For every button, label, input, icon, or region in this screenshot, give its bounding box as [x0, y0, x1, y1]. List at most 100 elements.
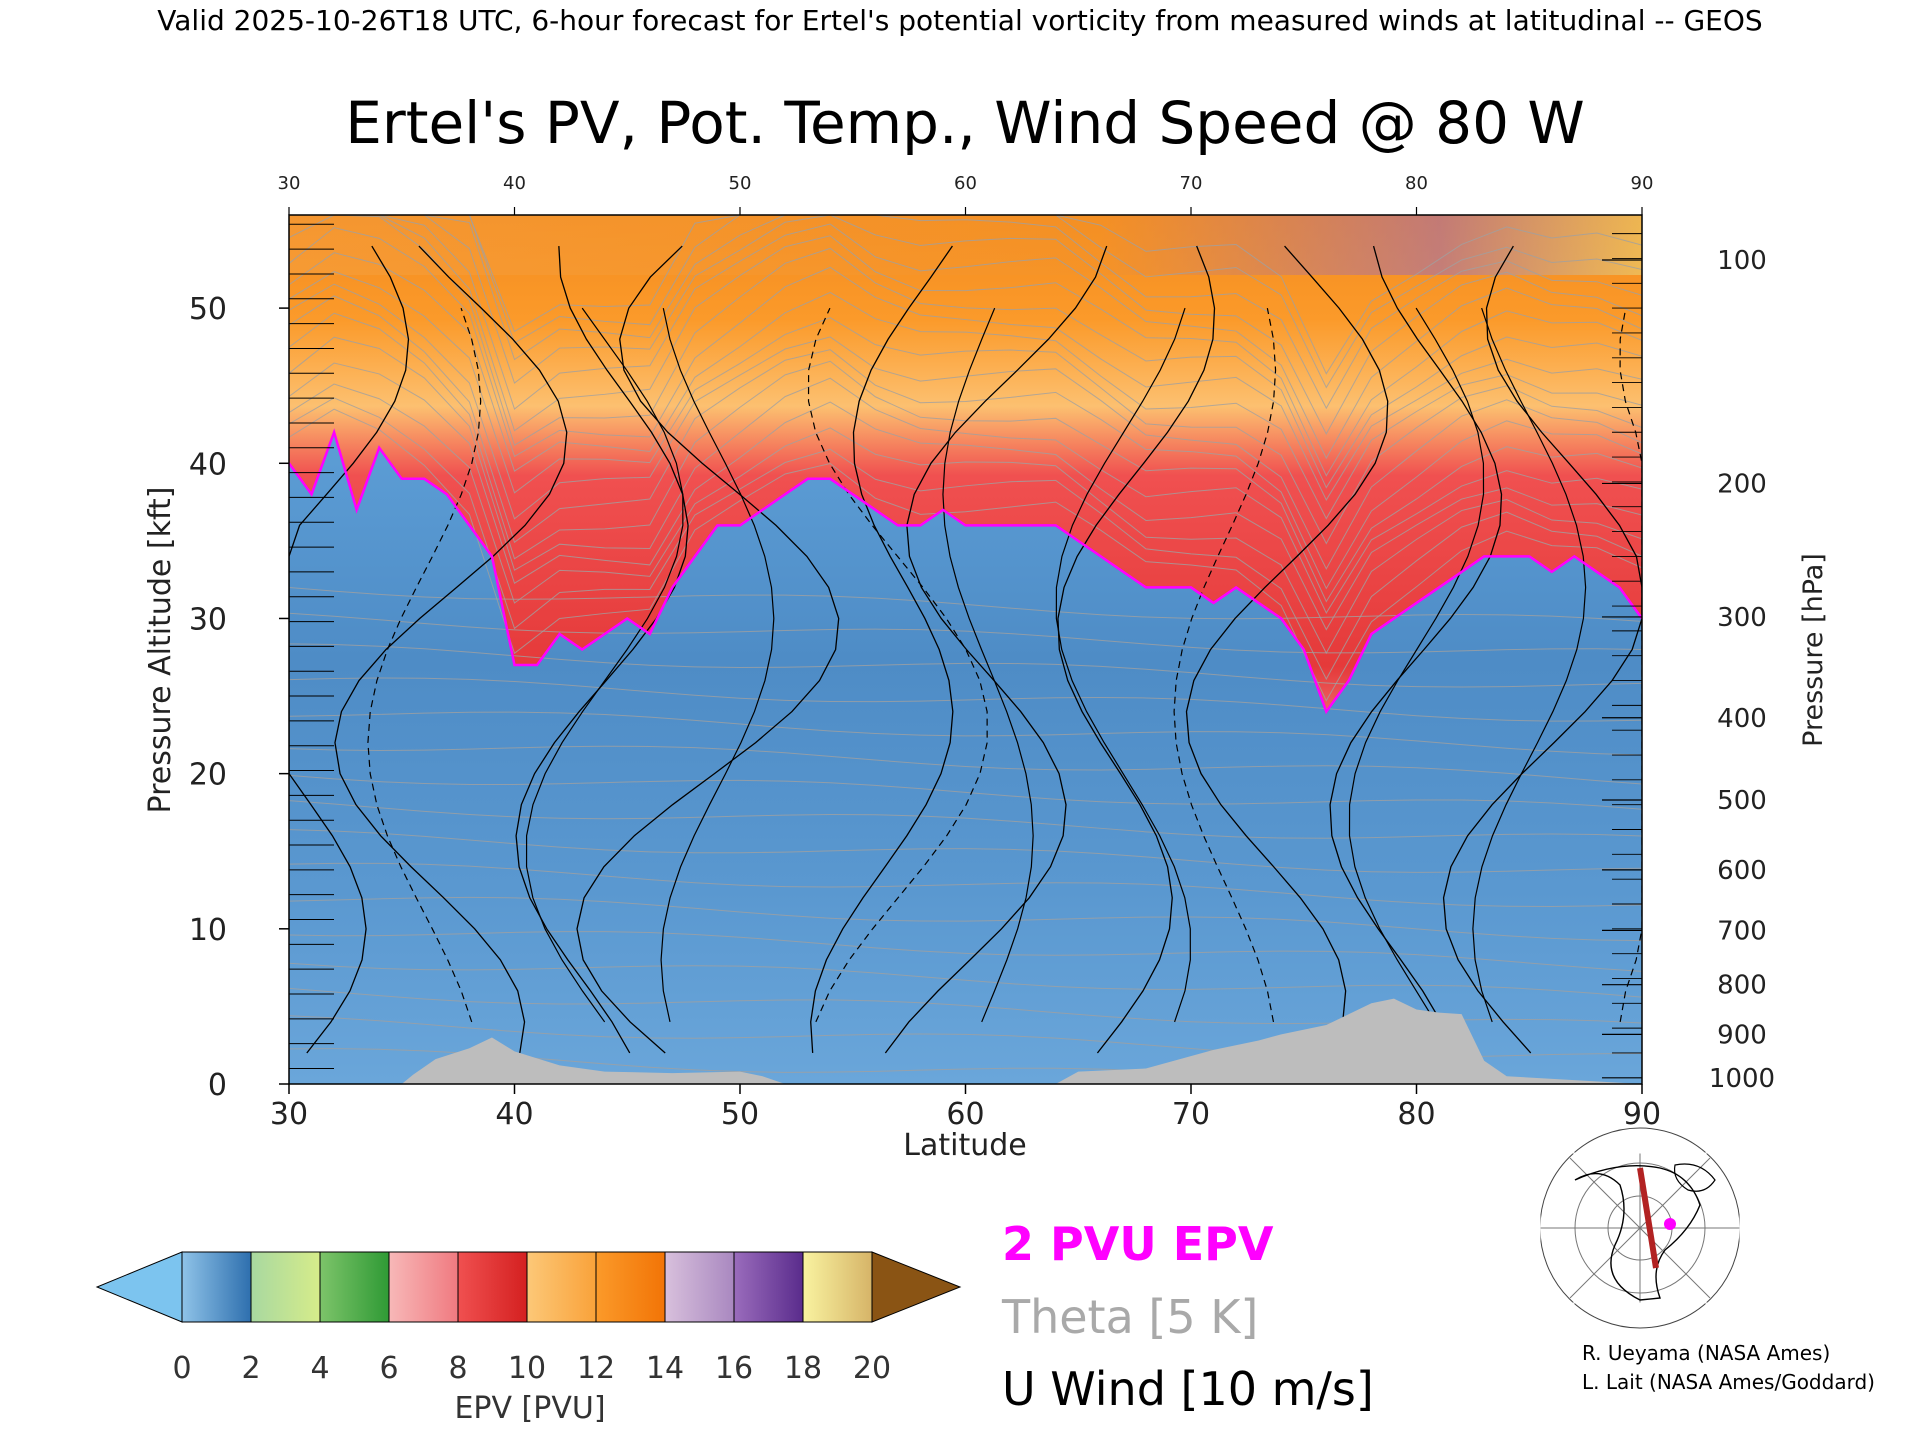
y-tick-label: 0	[208, 1068, 227, 1103]
colorbar-tick-label: 4	[310, 1351, 329, 1386]
y-tick-label: 20	[189, 758, 227, 793]
u-wind-contour	[334, 245, 568, 1054]
colorbar-tick-label: 8	[448, 1351, 467, 1386]
theta-contour	[289, 227, 1642, 501]
colorbar-tick-label: 10	[508, 1351, 546, 1386]
y-tick-label: 50	[189, 292, 227, 327]
credit-line-2: L. Lait (NASA Ames/Goddard)	[1582, 1370, 1875, 1394]
map-location-dot	[1664, 1218, 1676, 1230]
theta-contour	[289, 362, 1642, 631]
colorbar-bin	[319, 1251, 390, 1323]
theta-contour	[289, 215, 1642, 389]
u-wind-contours	[289, 245, 1642, 1054]
x-top-tick-label: 90	[1631, 173, 1654, 194]
x-tick-label: 30	[270, 1097, 308, 1132]
colorbar-bin	[664, 1251, 735, 1323]
colorbar-bin	[802, 1251, 873, 1323]
theta-contour	[289, 862, 1642, 907]
u-wind-contour	[807, 307, 988, 1023]
theta-contour	[289, 215, 1642, 410]
u-wind-contour	[1173, 307, 1277, 1023]
x-tick-label: 90	[1623, 1097, 1661, 1132]
u-wind-contour	[884, 245, 1108, 1054]
theta-contour	[289, 312, 1642, 603]
x-axis-bottom: 30 40 50 60 70 80 90	[270, 1084, 1661, 1132]
u-wind-contour	[525, 307, 684, 1023]
theta-contour	[289, 215, 1642, 435]
colorbar-tick-label: 14	[646, 1351, 684, 1386]
theta-contour	[289, 271, 1642, 545]
epv-colorbar: 0 2 4 6 8 10 12 14 16 18 20	[95, 1251, 962, 1386]
legend-theta: Theta [5 K]	[1001, 1290, 1258, 1344]
u-wind-contour	[367, 307, 482, 1023]
pressure-axis-label: Pressure [hPa]	[1798, 553, 1829, 747]
u-wind-contour	[1185, 245, 1389, 1054]
pressure-tick-label: 800	[1717, 971, 1767, 1001]
pressure-tick-label: 600	[1717, 856, 1767, 886]
colorbar-bin	[733, 1251, 804, 1323]
plot-area	[289, 215, 1642, 1084]
x-tick-label: 80	[1397, 1097, 1435, 1132]
x-tick-label: 70	[1172, 1097, 1210, 1132]
colorbar-tick-label: 6	[379, 1351, 398, 1386]
upper-level-band	[289, 215, 1642, 275]
x-axis-label: Latitude	[903, 1128, 1026, 1163]
pressure-tick-label: 500	[1717, 786, 1767, 816]
colorbar-tick-label: 18	[784, 1351, 822, 1386]
y-tick-label: 40	[189, 447, 227, 482]
x-top-tick-label: 60	[954, 173, 977, 194]
colorbar-tick-label: 20	[853, 1351, 891, 1386]
colorbar-bin	[595, 1251, 666, 1323]
theta-contour	[289, 408, 1642, 702]
u-wind-contour	[1055, 307, 1191, 1023]
valid-time-header: Valid 2025-10-26T18 UTC, 6-hour forecast…	[157, 4, 1762, 37]
theta-contour	[289, 643, 1642, 688]
colorbar-label: EPV [PVU]	[454, 1391, 605, 1426]
x-top-tick-label: 30	[278, 173, 301, 194]
tropopause-2pvu-line	[289, 428, 1642, 715]
u-wind-contour	[576, 245, 840, 1054]
u-wind-contour	[810, 245, 954, 1054]
theta-contour	[289, 283, 1642, 570]
u-wind-contour	[1348, 307, 1485, 1023]
u-wind-contour	[1442, 245, 1642, 1054]
theta-contour	[289, 215, 1642, 477]
u-wind-contour	[1472, 307, 1587, 1023]
colorbar-over-arrow	[871, 1251, 962, 1323]
y-axis-label: Pressure Altitude [kft]	[143, 487, 178, 814]
u-wind-contour	[289, 245, 410, 1054]
theta-contour	[289, 215, 1642, 489]
colorbar-bin	[388, 1251, 459, 1323]
cross-section-track	[1637, 1167, 1659, 1269]
x-top-tick-label: 80	[1405, 173, 1428, 194]
u-wind-contour	[1329, 245, 1503, 1054]
u-wind-contour	[660, 307, 775, 1023]
theta-contour	[289, 336, 1642, 614]
colorbar-bin	[526, 1251, 597, 1323]
terrain-mask	[289, 998, 1642, 1084]
theta-contour	[289, 215, 1642, 460]
theta-contour	[289, 962, 1642, 998]
theta-contour	[289, 586, 1642, 622]
theta-contour	[289, 774, 1642, 810]
y-tick-label: 30	[189, 602, 227, 637]
colorbar-tick-label: 2	[241, 1351, 260, 1386]
x-axis-top: 30 40 50 60 70 80 90	[278, 173, 1654, 215]
y-axis-right-pressure: 100 200 300 400 500 600 700 800 900 1000	[1602, 233, 1775, 1094]
y-axis-left: 0 10 20 30 40 50	[189, 223, 334, 1103]
legend-u-wind: U Wind [10 m/s]	[1002, 1362, 1374, 1416]
theta-contours	[289, 215, 1642, 1084]
pressure-tick-label: 700	[1717, 916, 1767, 946]
theta-contour	[289, 896, 1642, 942]
pressure-tick-label: 1000	[1709, 1064, 1775, 1094]
u-wind-contour	[515, 245, 689, 1054]
theta-contour	[289, 383, 1642, 655]
theta-contour	[289, 931, 1642, 972]
x-tick-label: 60	[946, 1097, 984, 1132]
theta-contour	[289, 397, 1642, 681]
colorbar-tick-label: 12	[577, 1351, 615, 1386]
pressure-tick-label: 300	[1717, 603, 1767, 633]
inset-polar-map	[1539, 1127, 1741, 1329]
colorbar-bin	[457, 1251, 528, 1323]
